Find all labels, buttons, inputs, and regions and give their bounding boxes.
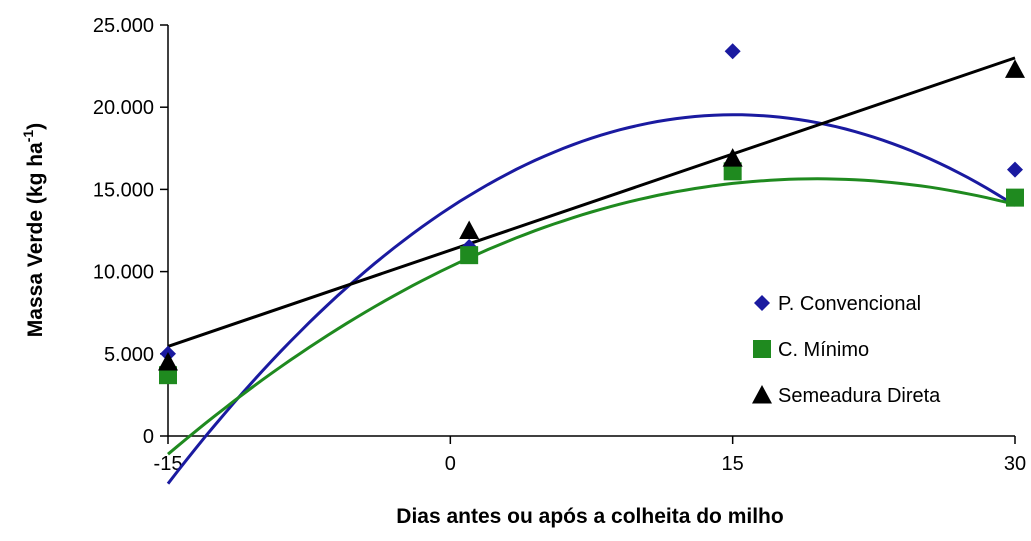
x-axis-title: Dias antes ou após a colheita do milho — [396, 505, 783, 528]
trendline-semeadura-direta — [167, 56, 1016, 348]
y-axis-title-end: ) — [24, 123, 47, 130]
markers — [158, 43, 1025, 385]
point-p-convencional — [1007, 161, 1023, 178]
point-p-convencional — [724, 43, 741, 60]
legend-marker-semeadura-direta — [752, 385, 772, 404]
point-c-minimo — [723, 162, 742, 181]
x-tick-label: 15 — [722, 453, 744, 475]
y-tick-label: 0 — [143, 426, 154, 448]
axes — [167, 25, 1015, 437]
x-tick-label: 0 — [445, 453, 456, 475]
y-tick-label: 5.000 — [104, 344, 154, 366]
y-tick-label: 15.000 — [93, 179, 154, 201]
trendline-p-convencional — [166, 113, 1016, 485]
y-axis-title-superscript: -1 — [20, 130, 36, 143]
x-tick-label: 30 — [1004, 453, 1026, 475]
point-c-minimo — [1006, 188, 1024, 207]
y-tick-label: 10.000 — [93, 262, 154, 284]
y-tick-label: 20.000 — [93, 97, 154, 119]
point-semeadura-direta — [1005, 59, 1025, 78]
legend-label-p-convencional: P. Convencional — [778, 293, 921, 315]
y-axis-title: Massa Verde (kg ha-1) — [20, 123, 47, 337]
x-tick-label: -15 — [154, 453, 183, 475]
legend-label-semeadura-direta: Semeadura Direta — [778, 385, 941, 407]
point-c-minimo — [159, 366, 177, 385]
point-c-minimo — [460, 246, 479, 265]
legend-marker-p-convencional — [754, 295, 770, 311]
legend: P. Convencional C. Mínimo Semeadura Direta — [752, 293, 941, 407]
point-semeadura-direta — [722, 148, 743, 167]
trendlines — [166, 56, 1016, 485]
point-semeadura-direta — [459, 220, 480, 239]
legend-marker-c-minimo — [753, 340, 771, 358]
trendline-c-minimo — [167, 177, 1016, 456]
y-axis-title-main: Massa Verde (kg ha — [24, 142, 47, 337]
y-tick-label: 25.000 — [93, 15, 154, 37]
point-semeadura-direta — [158, 352, 178, 371]
legend-label-c-minimo: C. Mínimo — [778, 339, 869, 361]
